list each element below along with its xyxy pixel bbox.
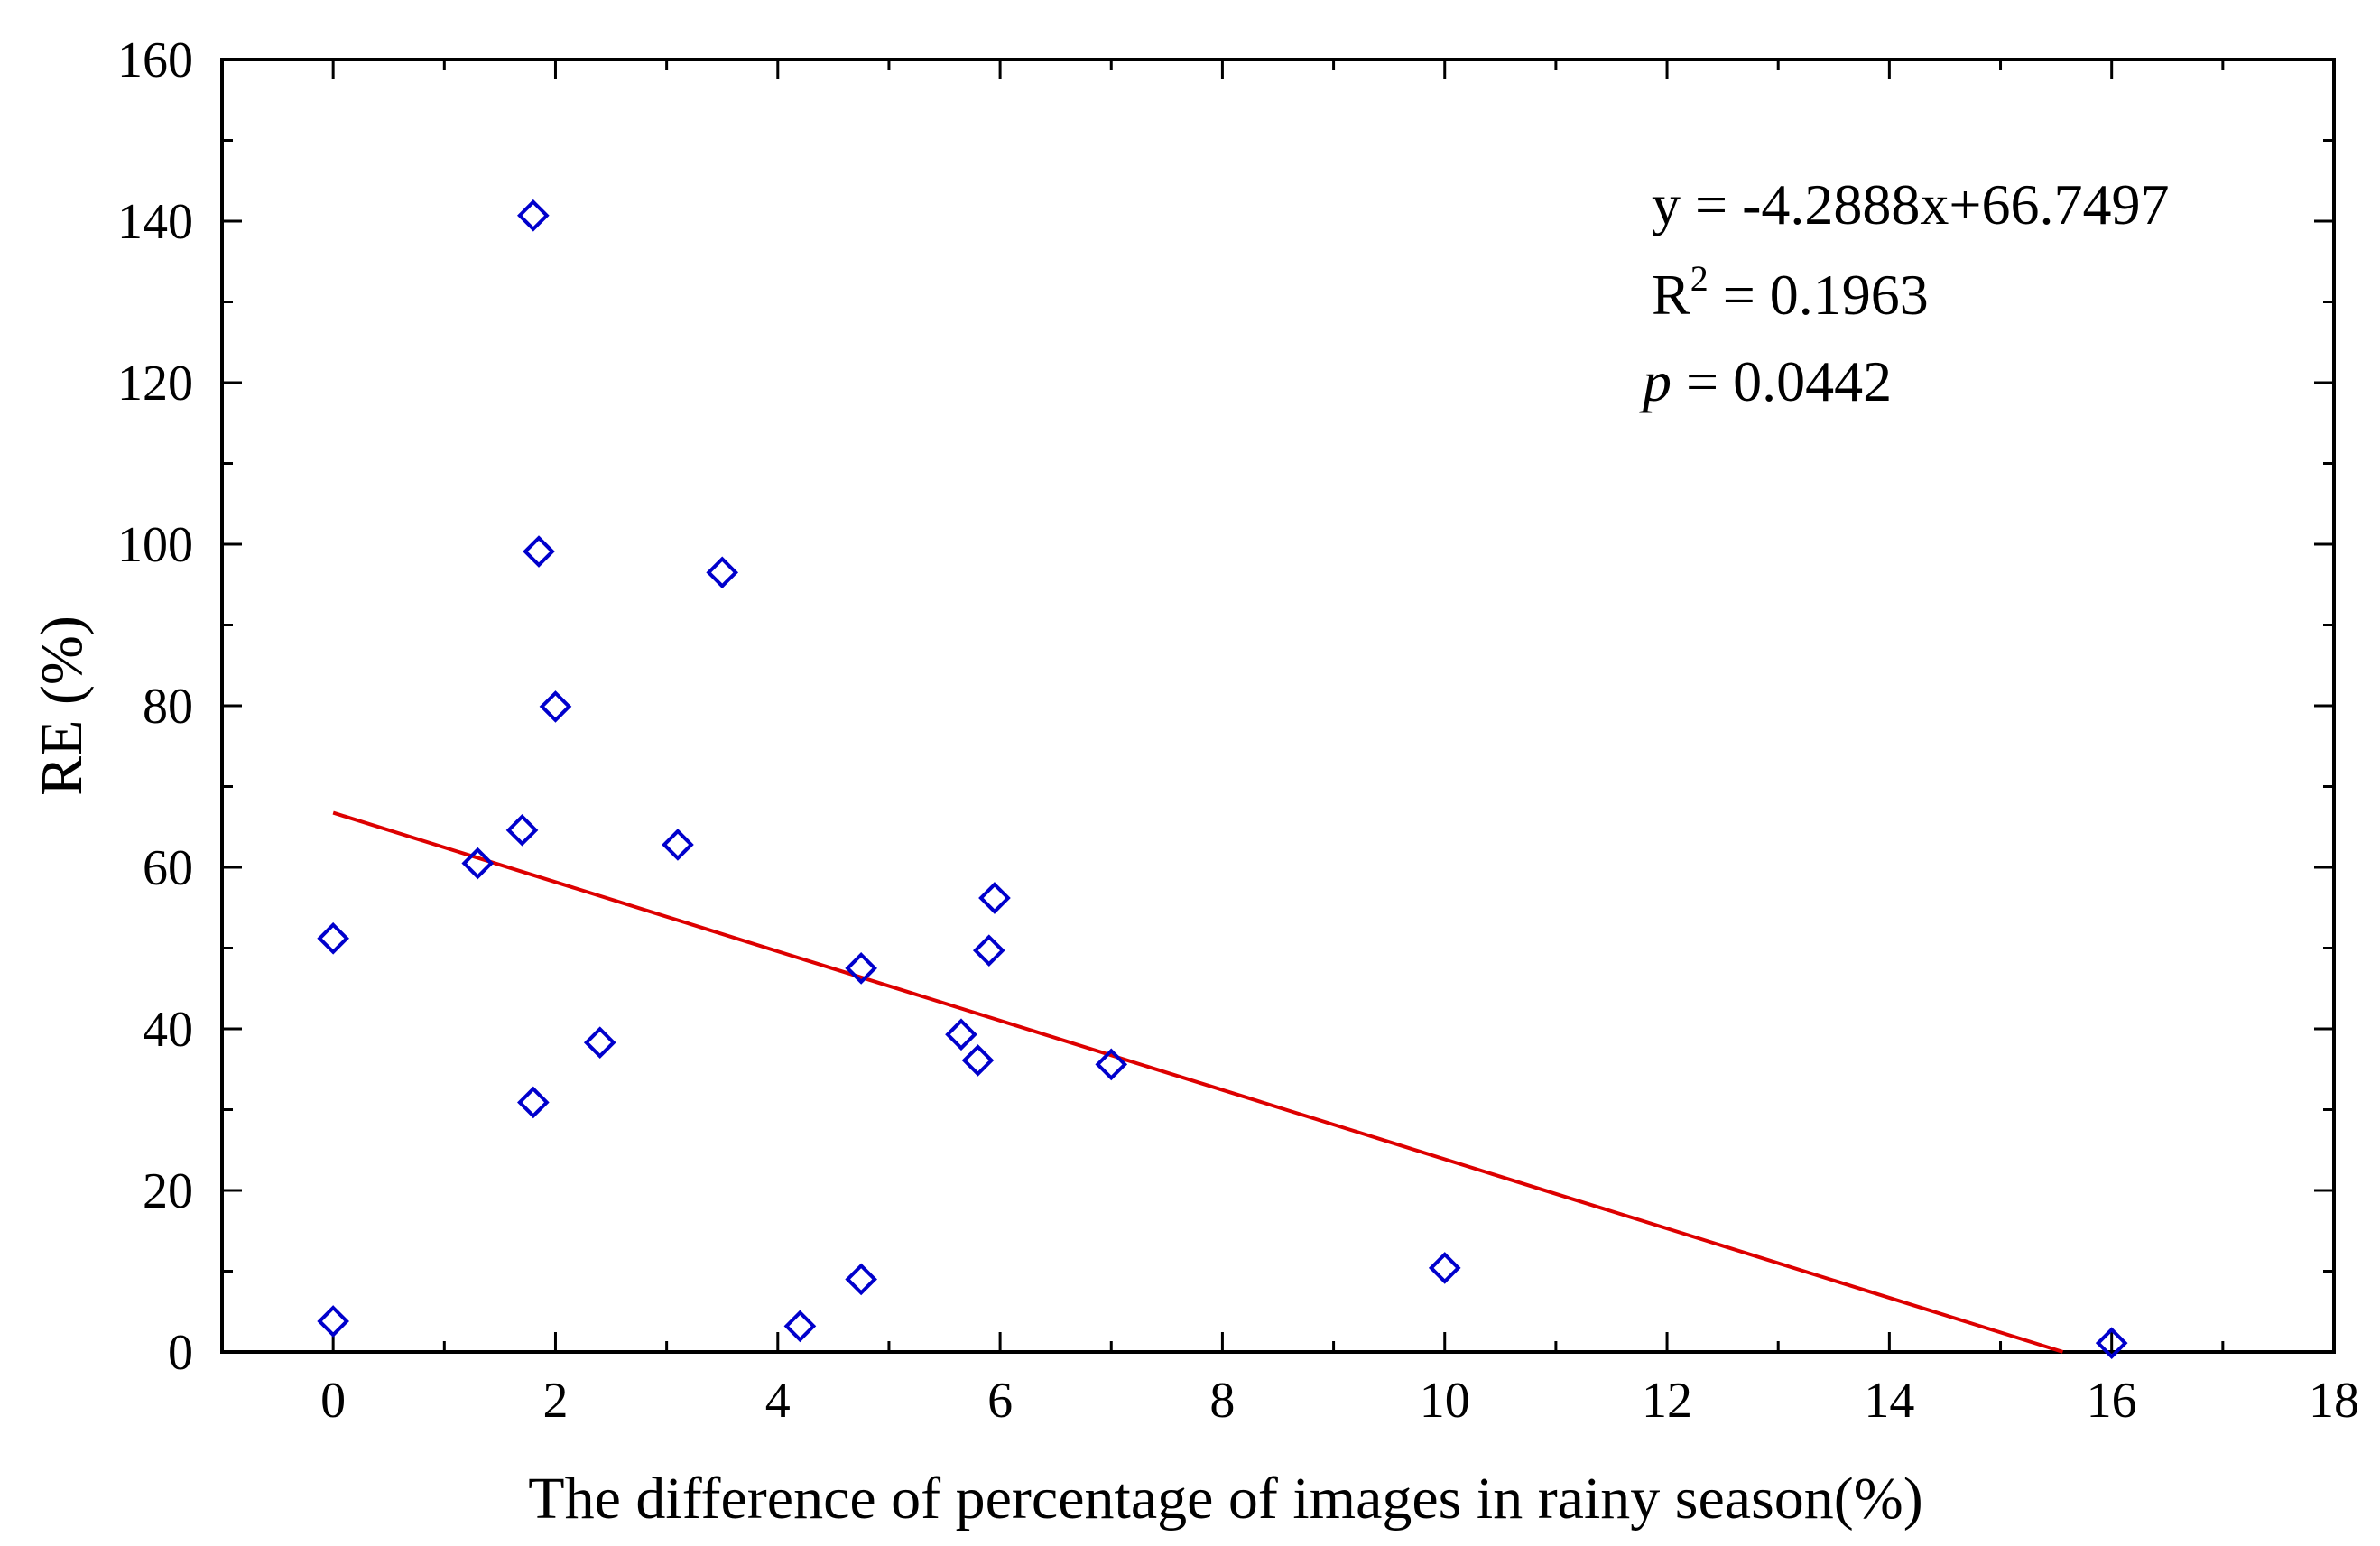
x-tick-label: 16: [2087, 1373, 2137, 1429]
y-tick-label: 40: [143, 1002, 193, 1058]
data-points: [317, 199, 2128, 1359]
y-tick-label: 80: [143, 679, 193, 735]
p-value: = 0.0442: [1672, 349, 1892, 413]
data-point: [461, 847, 495, 880]
y-tick-label: 100: [117, 517, 193, 573]
data-point: [1095, 1048, 1128, 1081]
data-point: [1428, 1252, 1461, 1284]
y-axis-title: RE (%): [29, 616, 95, 796]
x-tick-label: 0: [320, 1373, 346, 1429]
y-tick-label: 160: [117, 32, 193, 88]
y-tick-label: 0: [168, 1325, 193, 1381]
data-point: [2095, 1327, 2128, 1359]
r-squared-annotation: R2 = 0.1963: [1652, 258, 1929, 327]
y-tick-label: 20: [143, 1163, 193, 1219]
data-point: [945, 1018, 977, 1051]
data-point: [961, 1044, 995, 1077]
x-tick-label: 4: [765, 1373, 791, 1429]
data-point: [783, 1310, 817, 1343]
r-squared-letter: R: [1652, 263, 1690, 327]
axis-tick-labels: 0 2 4 6 8 10 12 14 16 18 0 20 40 60 80 100 120 140 160: [117, 32, 2359, 1429]
x-tick-label: 8: [1209, 1373, 1235, 1429]
r-squared-value: = 0.1963: [1709, 263, 1929, 327]
y-tick-label: 120: [117, 356, 193, 412]
p-value-annotation: p = 0.0442: [1639, 349, 1892, 413]
y-tick-label: 60: [143, 840, 193, 896]
x-tick-label: 12: [1642, 1373, 1692, 1429]
data-point: [978, 882, 1011, 914]
data-point: [845, 1263, 877, 1296]
x-tick-label: 18: [2309, 1373, 2359, 1429]
r-squared-superscript: 2: [1690, 258, 1709, 299]
axis-ticks: [220, 58, 2336, 1354]
plot-frame: [220, 58, 2336, 1354]
data-point: [523, 535, 555, 568]
data-point: [662, 829, 694, 861]
data-point: [583, 1026, 616, 1060]
x-axis-title: The difference of percentage of images i…: [528, 1466, 1922, 1532]
data-point: [845, 952, 877, 985]
x-tick-label: 2: [542, 1373, 568, 1429]
data-point: [706, 556, 739, 589]
x-tick-label: 6: [987, 1373, 1013, 1429]
p-symbol: p: [1639, 349, 1672, 413]
y-tick-label: 140: [117, 194, 193, 250]
x-tick-label: 10: [1420, 1373, 1470, 1429]
regression-line: [332, 810, 2064, 1354]
x-tick-label: 14: [1864, 1373, 1914, 1429]
data-point: [317, 1305, 349, 1338]
data-point: [517, 199, 550, 232]
data-point: [317, 921, 349, 955]
regression-equation: y = -4.2888x+66.7497: [1652, 172, 2170, 236]
data-point: [505, 814, 539, 847]
data-point: [972, 934, 1005, 967]
data-point: [517, 1086, 550, 1119]
data-point: [539, 690, 572, 723]
